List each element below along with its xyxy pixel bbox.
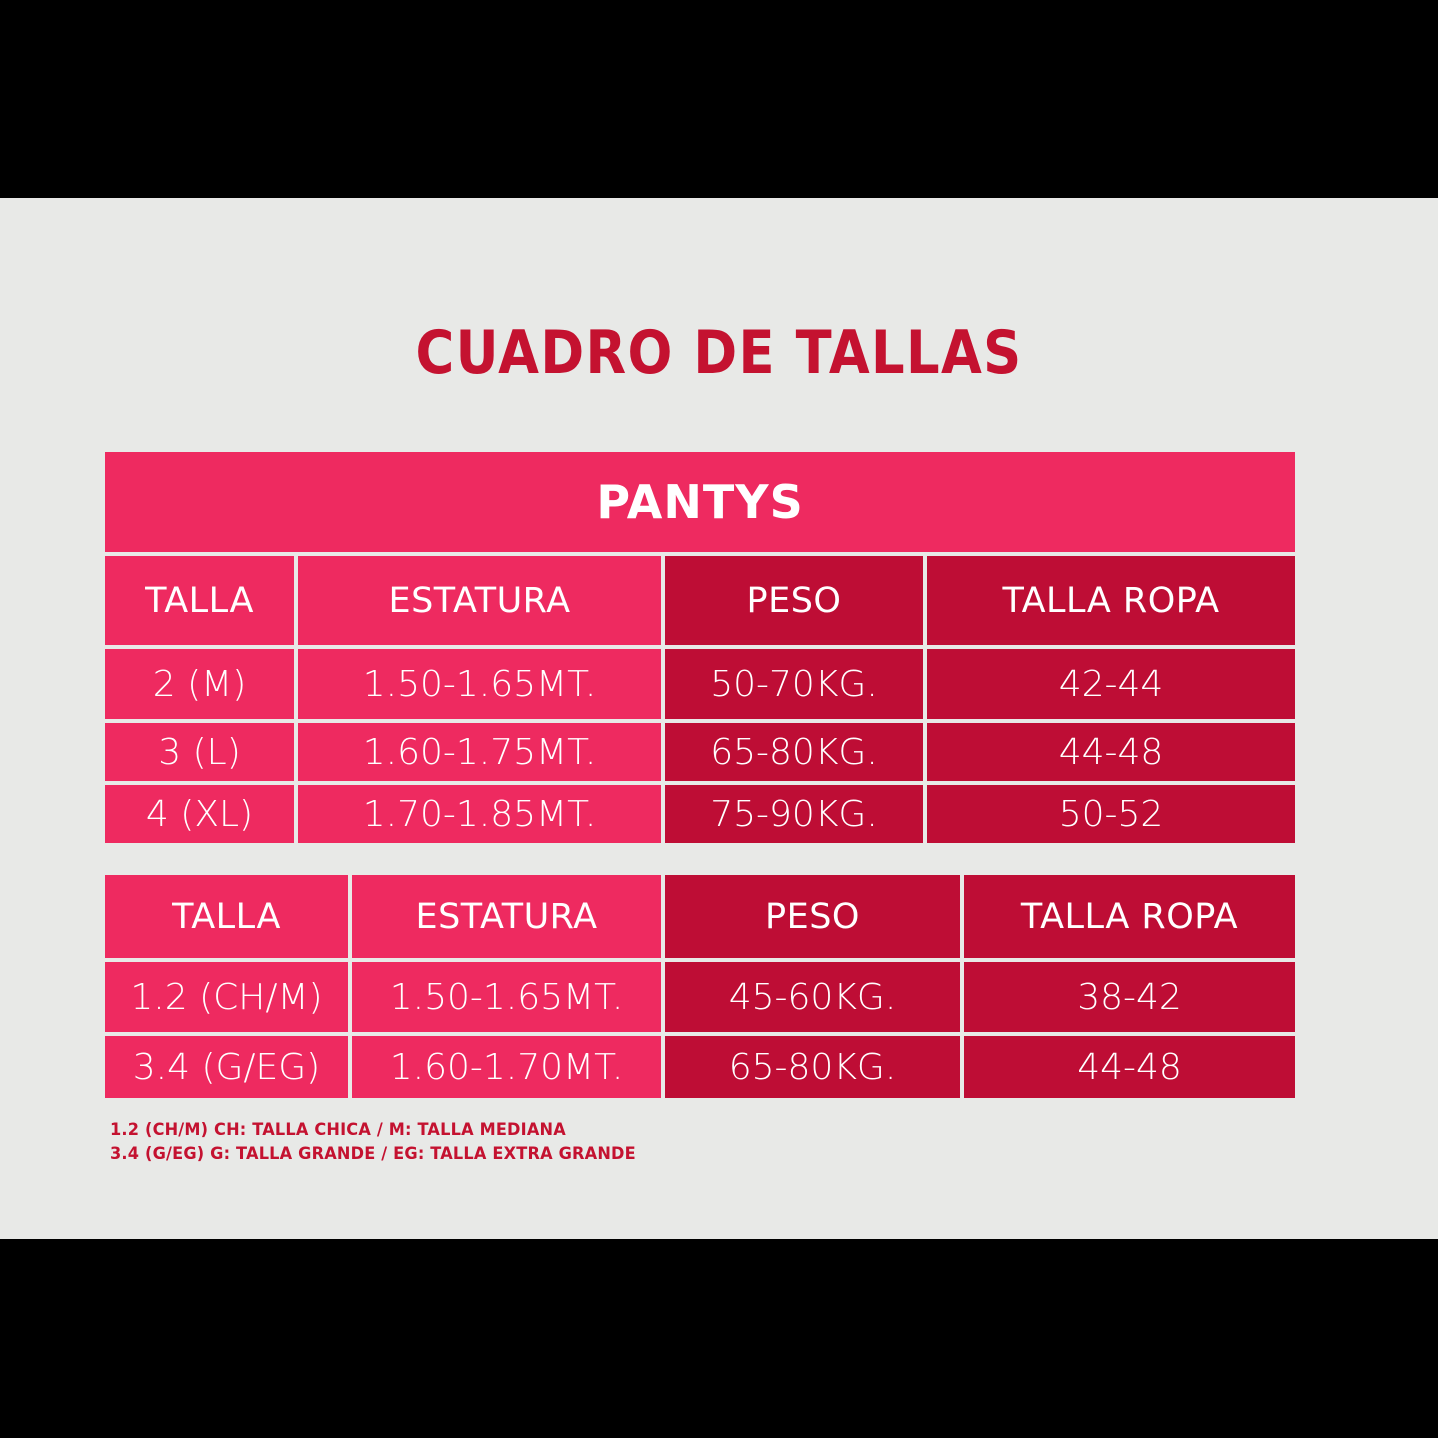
cell-talla-ropa: 38-42 (962, 960, 1297, 1034)
column-header-peso: PESO (663, 554, 925, 647)
column-header-estatura: ESTATURA (350, 873, 663, 960)
cell-talla: 3.4 (G/EG) (103, 1034, 350, 1100)
cell-talla: 3 (L) (103, 721, 296, 783)
cell-peso: 65-80KG. (663, 1034, 962, 1100)
footnote-line-1: 1.2 (CH/M) CH: TALLA CHICA / M: TALLA ME… (110, 1120, 566, 1140)
cell-talla: 2 (M) (103, 647, 296, 721)
table-row: 2 (M) 1.50-1.65MT. 50-70KG. 42-44 (103, 647, 1298, 721)
cell-peso: 50-70KG. (663, 647, 925, 721)
cell-talla-ropa: 44-48 (925, 721, 1298, 783)
cell-estatura: 1.70-1.85MT. (296, 783, 663, 845)
table-row: 3.4 (G/EG) 1.60-1.70MT. 65-80KG. 44-48 (103, 1034, 1297, 1100)
column-header-talla: TALLA (103, 873, 350, 960)
cell-estatura: 1.50-1.65MT. (296, 647, 663, 721)
size-table-pantys: PANTYS TALLA ESTATURA PESO TALLA ROPA 2 … (103, 450, 1298, 845)
cell-talla-ropa: 44-48 (962, 1034, 1297, 1100)
cell-estatura: 1.60-1.70MT. (350, 1034, 663, 1100)
cell-talla: 4 (XL) (103, 783, 296, 845)
cell-estatura: 1.50-1.65MT. (350, 960, 663, 1034)
column-header-talla: TALLA (103, 554, 296, 647)
size-table-medias: TALLA ESTATURA PESO TALLA ROPA 1.2 (CH/M… (103, 873, 1297, 1100)
table-row: 4 (XL) 1.70-1.85MT. 75-90KG. 50-52 (103, 783, 1298, 845)
table-row: 1.2 (CH/M) 1.50-1.65MT. 45-60KG. 38-42 (103, 960, 1297, 1034)
cell-talla-ropa: 42-44 (925, 647, 1298, 721)
footnote-line-2: 3.4 (G/EG) G: TALLA GRANDE / EG: TALLA E… (110, 1144, 636, 1164)
page-title: CUADRO DE TALLAS (415, 318, 1023, 388)
column-header-talla-ropa: TALLA ROPA (925, 554, 1298, 647)
table-header-row: TALLA ESTATURA PESO TALLA ROPA (103, 554, 1298, 647)
letterbox-bottom (0, 1239, 1438, 1438)
cell-talla: 1.2 (CH/M) (103, 960, 350, 1034)
table-band-title: PANTYS (103, 450, 1298, 554)
table-header-row: TALLA ESTATURA PESO TALLA ROPA (103, 873, 1297, 960)
table-title-row: PANTYS (103, 450, 1298, 554)
letterbox-top (0, 0, 1438, 198)
cell-peso: 65-80KG. (663, 721, 925, 783)
column-header-talla-ropa: TALLA ROPA (962, 873, 1297, 960)
cell-talla-ropa: 50-52 (925, 783, 1298, 845)
footnotes: 1.2 (CH/M) CH: TALLA CHICA / M: TALLA ME… (110, 1118, 636, 1166)
cell-peso: 45-60KG. (663, 960, 962, 1034)
column-header-peso: PESO (663, 873, 962, 960)
column-header-estatura: ESTATURA (296, 554, 663, 647)
cell-peso: 75-90KG. (663, 783, 925, 845)
size-chart-canvas: CUADRO DE TALLAS PANTYS TALLA ESTATURA P… (0, 198, 1438, 1239)
table-row: 3 (L) 1.60-1.75MT. 65-80KG. 44-48 (103, 721, 1298, 783)
cell-estatura: 1.60-1.75MT. (296, 721, 663, 783)
